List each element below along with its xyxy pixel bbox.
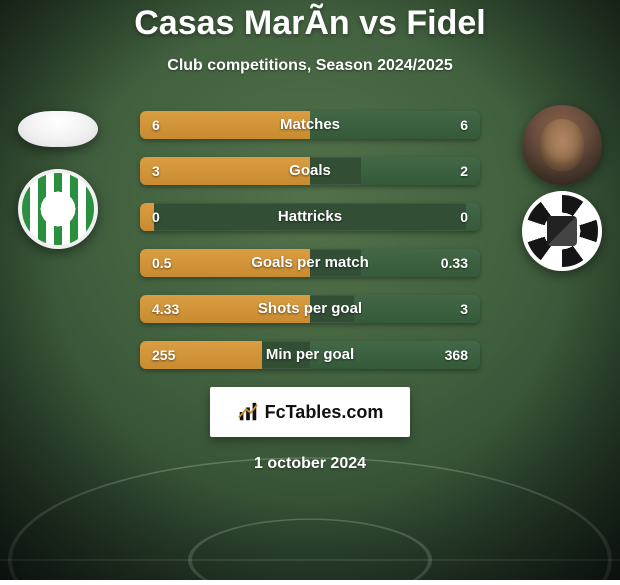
stat-value-right: 3	[448, 295, 480, 323]
stat-value-right: 2	[448, 157, 480, 185]
stat-value-left: 255	[140, 341, 187, 369]
stat-row: Goals3 2	[140, 157, 480, 185]
stat-label: Goals	[140, 157, 480, 185]
stat-row: Min per goal255 368	[140, 341, 480, 369]
subtitle: Club competitions, Season 2024/2025	[0, 57, 620, 75]
stat-label: Min per goal	[140, 341, 480, 369]
as-of-date: 1 october 2024	[0, 455, 620, 473]
stat-row: Shots per goal4.333	[140, 295, 480, 323]
stat-row: Goals per match0.50.33	[140, 249, 480, 277]
comparison-panel: Matches66Goals32Hattricks00Goals per mat…	[0, 111, 620, 473]
page-title: Casas MarÃ­n vs Fidel	[0, 4, 620, 43]
stat-value-left: 0	[140, 203, 172, 231]
player-right-crest	[522, 191, 602, 271]
stat-value-left: 6	[140, 111, 172, 139]
stat-value-right: 368	[433, 341, 480, 369]
player-right-column	[512, 105, 612, 277]
stat-value-right: 0	[448, 203, 480, 231]
brand-text: FcTables.com	[265, 402, 384, 423]
chart-icon	[237, 401, 259, 423]
stat-value-right: 6	[448, 111, 480, 139]
stat-value-left: 0.5	[140, 249, 183, 277]
stat-label: Hattricks	[140, 203, 480, 231]
stats-list: Matches66Goals32Hattricks00Goals per mat…	[140, 111, 480, 369]
player-right-avatar	[522, 105, 602, 185]
brand-badge: FcTables.com	[210, 387, 410, 437]
stat-value-left: 4.33	[140, 295, 191, 323]
player-left-crest	[18, 169, 98, 249]
stat-label: Matches	[140, 111, 480, 139]
stat-row: Matches6 6	[140, 111, 480, 139]
player-left-avatar	[18, 111, 98, 147]
player-left-column	[8, 105, 108, 255]
stat-row: Hattricks0 0	[140, 203, 480, 231]
stat-value-left: 3	[140, 157, 172, 185]
stat-value-right: 0.33	[429, 249, 480, 277]
